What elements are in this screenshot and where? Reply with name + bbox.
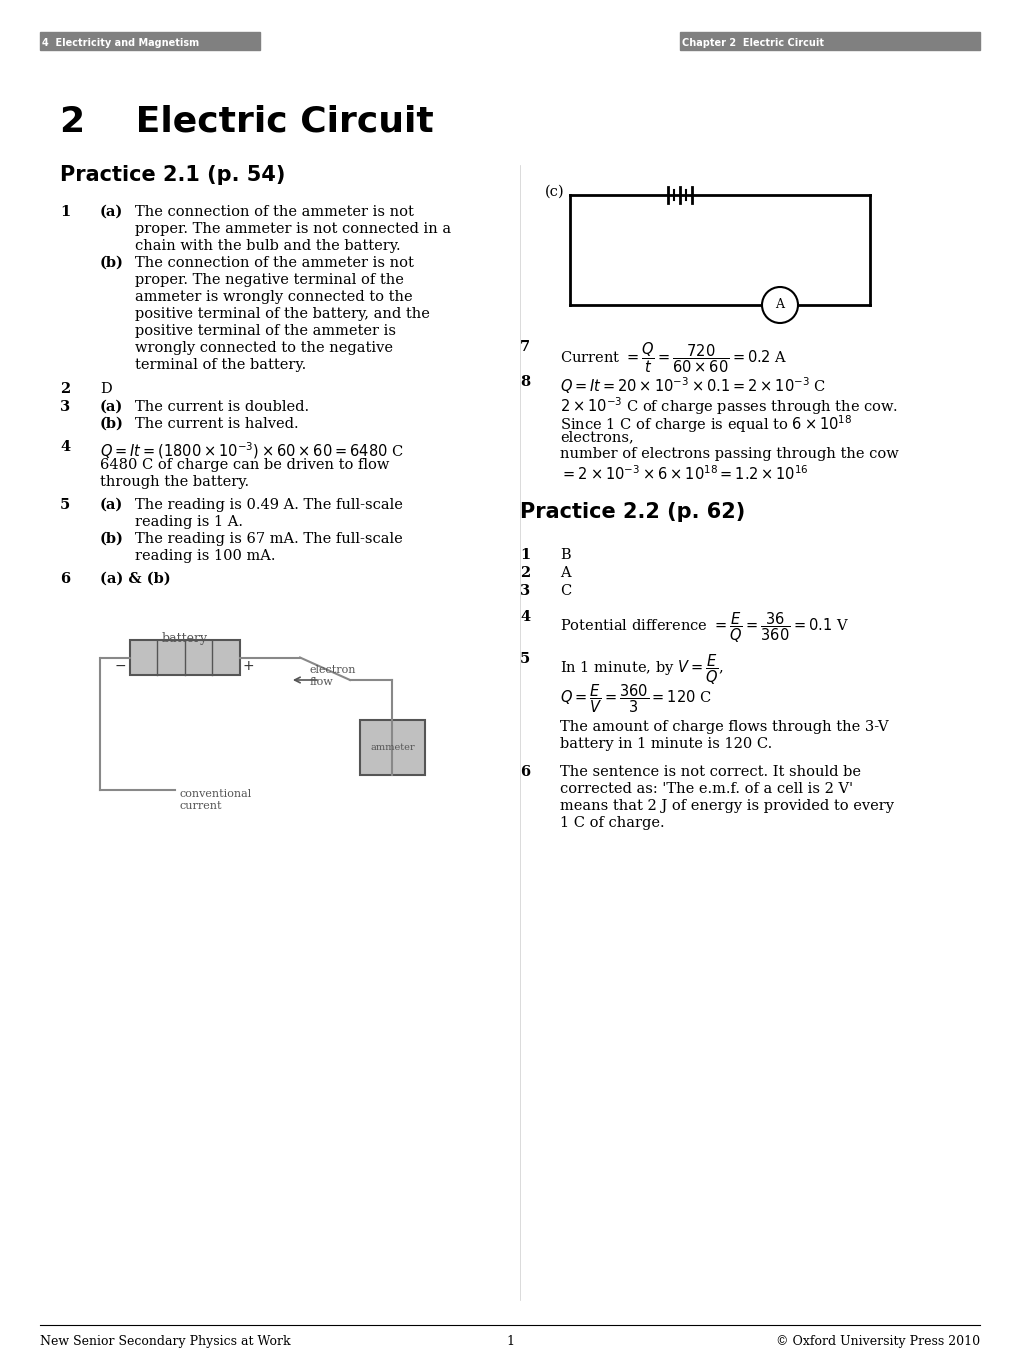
Text: corrected as: 'The e.m.f. of a cell is 2 V': corrected as: 'The e.m.f. of a cell is 2… <box>559 782 852 795</box>
Text: (a) & (b): (a) & (b) <box>100 572 170 586</box>
Text: 1: 1 <box>505 1335 514 1348</box>
Text: The reading is 0.49 A. The full-scale: The reading is 0.49 A. The full-scale <box>135 498 403 512</box>
Text: 4  Electricity and Magnetism: 4 Electricity and Magnetism <box>42 38 199 48</box>
Text: (a): (a) <box>100 498 123 512</box>
Text: 8: 8 <box>520 375 530 390</box>
Text: 7: 7 <box>520 340 530 354</box>
Text: terminal of the battery.: terminal of the battery. <box>135 358 306 372</box>
Bar <box>40 31 260 50</box>
Text: © Oxford University Press 2010: © Oxford University Press 2010 <box>775 1335 979 1348</box>
Text: $Q = \dfrac{E}{V} = \dfrac{360}{3} = 120$ C: $Q = \dfrac{E}{V} = \dfrac{360}{3} = 120… <box>559 682 711 715</box>
Text: conventional
current: conventional current <box>179 789 252 810</box>
Text: The connection of the ammeter is not: The connection of the ammeter is not <box>135 256 414 270</box>
Text: D: D <box>100 381 112 396</box>
Text: reading is 1 A.: reading is 1 A. <box>135 515 243 528</box>
Text: In 1 minute, by $V = \dfrac{E}{Q}$,: In 1 minute, by $V = \dfrac{E}{Q}$, <box>559 652 723 686</box>
Text: through the battery.: through the battery. <box>100 475 249 489</box>
Text: electrons,: electrons, <box>559 430 633 444</box>
Text: proper. The ammeter is not connected in a: proper. The ammeter is not connected in … <box>135 222 450 236</box>
Text: Practice 2.2 (p. 62): Practice 2.2 (p. 62) <box>520 503 745 522</box>
Text: (a): (a) <box>100 400 123 414</box>
Text: $= 2 \times 10^{-3} \times 6 \times 10^{18} = 1.2 \times 10^{16}$: $= 2 \times 10^{-3} \times 6 \times 10^{… <box>559 464 808 482</box>
Text: positive terminal of the battery, and the: positive terminal of the battery, and th… <box>135 306 429 321</box>
Text: battery in 1 minute is 120 C.: battery in 1 minute is 120 C. <box>559 737 771 750</box>
Text: The sentence is not correct. It should be: The sentence is not correct. It should b… <box>559 765 860 779</box>
Text: chain with the bulb and the battery.: chain with the bulb and the battery. <box>135 238 400 253</box>
Text: Chapter 2  Electric Circuit: Chapter 2 Electric Circuit <box>682 38 823 48</box>
Text: proper. The negative terminal of the: proper. The negative terminal of the <box>135 272 404 287</box>
Text: 2: 2 <box>60 381 70 396</box>
Text: $Q = It = (1800 \times 10^{-3}) \times 60 \times 60 = 6480$ C: $Q = It = (1800 \times 10^{-3}) \times 6… <box>100 440 404 460</box>
Text: 2    Electric Circuit: 2 Electric Circuit <box>60 105 433 139</box>
Text: The amount of charge flows through the 3-V: The amount of charge flows through the 3… <box>559 720 888 734</box>
Text: 1 C of charge.: 1 C of charge. <box>559 816 664 829</box>
Text: New Senior Secondary Physics at Work: New Senior Secondary Physics at Work <box>40 1335 290 1348</box>
Text: A: A <box>559 567 570 580</box>
Text: The reading is 67 mA. The full-scale: The reading is 67 mA. The full-scale <box>135 533 403 546</box>
Text: 6: 6 <box>60 572 70 586</box>
Text: ammeter is wrongly connected to the: ammeter is wrongly connected to the <box>135 290 413 304</box>
Text: Practice 2.1 (p. 54): Practice 2.1 (p. 54) <box>60 165 285 185</box>
Text: 3: 3 <box>520 584 530 598</box>
Text: positive terminal of the ammeter is: positive terminal of the ammeter is <box>135 324 395 338</box>
Text: 5: 5 <box>520 652 530 666</box>
Text: 4: 4 <box>520 610 530 624</box>
Text: (a): (a) <box>100 206 123 219</box>
Text: The current is halved.: The current is halved. <box>135 417 299 430</box>
Text: (b): (b) <box>100 417 123 430</box>
Text: (b): (b) <box>100 256 123 270</box>
Text: number of electrons passing through the cow: number of electrons passing through the … <box>559 447 898 460</box>
Text: electron
flow: electron flow <box>310 665 357 686</box>
Text: 1: 1 <box>520 548 530 563</box>
Text: 3: 3 <box>60 400 70 414</box>
Bar <box>360 720 425 775</box>
Text: 2: 2 <box>520 567 530 580</box>
Text: wrongly connected to the negative: wrongly connected to the negative <box>135 340 392 355</box>
Text: Current $= \dfrac{Q}{t} = \dfrac{720}{60 \times 60} = 0.2$ A: Current $= \dfrac{Q}{t} = \dfrac{720}{60… <box>559 340 787 375</box>
Text: ammeter: ammeter <box>370 744 415 752</box>
Text: $Q = It = 20 \times 10^{-3} \times 0.1 = 2 \times 10^{-3}$ C: $Q = It = 20 \times 10^{-3} \times 0.1 =… <box>559 375 825 396</box>
Circle shape <box>761 287 797 323</box>
Text: −: − <box>114 659 125 673</box>
Text: +: + <box>242 659 254 673</box>
Text: Potential difference $= \dfrac{E}{Q} = \dfrac{36}{360} = 0.1$ V: Potential difference $= \dfrac{E}{Q} = \… <box>559 610 848 644</box>
Text: B: B <box>559 548 570 563</box>
Text: (b): (b) <box>100 533 123 546</box>
Text: means that 2 J of energy is provided to every: means that 2 J of energy is provided to … <box>559 799 893 813</box>
Text: The current is doubled.: The current is doubled. <box>135 400 309 414</box>
Text: A: A <box>774 298 784 312</box>
Text: 6480 C of charge can be driven to flow: 6480 C of charge can be driven to flow <box>100 458 389 473</box>
Text: 5: 5 <box>60 498 70 512</box>
Text: reading is 100 mA.: reading is 100 mA. <box>135 549 275 563</box>
Text: The connection of the ammeter is not: The connection of the ammeter is not <box>135 206 414 219</box>
Text: C: C <box>559 584 571 598</box>
Bar <box>129 640 239 676</box>
Text: 4: 4 <box>60 440 70 454</box>
Text: Since 1 C of charge is equal to $6 \times 10^{18}$: Since 1 C of charge is equal to $6 \time… <box>559 413 852 434</box>
Text: $2 \times 10^{-3}$ C of charge passes through the cow.: $2 \times 10^{-3}$ C of charge passes th… <box>559 395 898 417</box>
Text: 6: 6 <box>520 765 530 779</box>
Text: (c): (c) <box>544 185 565 199</box>
Text: battery: battery <box>162 632 208 646</box>
Bar <box>680 31 979 50</box>
Text: 1: 1 <box>60 206 70 219</box>
